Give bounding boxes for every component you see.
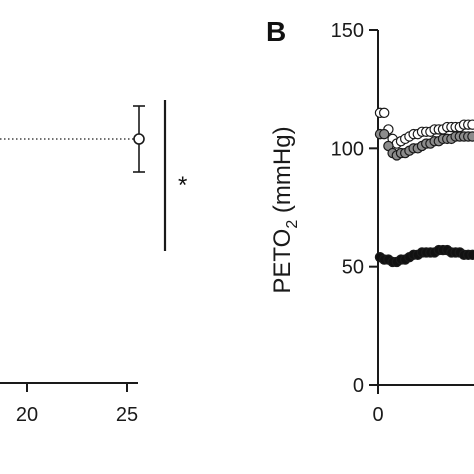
panel-b-series-3-point (467, 249, 474, 261)
panel-a-x-tick-label: 20 (16, 404, 38, 426)
panel-b-x-tick-label: 0 (372, 404, 383, 426)
panel-b-series-2-point (379, 128, 390, 140)
panel-b-y-tick-label: 150 (331, 20, 364, 42)
panel-a-significance-star: * (178, 172, 187, 199)
panel-b-series-1-point (379, 107, 390, 119)
panel-a-points (133, 105, 145, 173)
panel-b-series-1-point (467, 119, 474, 130)
panel-b-y-tick-label: 0 (353, 375, 364, 397)
panel-a-x-tick-label: 25 (116, 404, 138, 426)
panel-b-y-ticks: 0 50 100 150 (331, 20, 378, 397)
panel-b-letter: B (266, 16, 286, 47)
panel-b-series-2-point (467, 131, 474, 142)
panel-b: B PETO2 (mmHg) 0 50 100 150 0 (266, 16, 474, 426)
panel-b-y-tick-label: 50 (342, 257, 364, 279)
panel-b-y-axis-label: PETO2 (mmHg) (269, 126, 301, 293)
panel-b-points (374, 107, 474, 268)
panel-b-y-tick-label: 100 (331, 138, 364, 160)
panel-a: 20 25 * (0, 100, 187, 426)
panel-b-x-ticks: 0 (372, 385, 384, 426)
panel-a-x-ticks: 20 25 (16, 383, 138, 426)
panel-a-data-point (133, 133, 145, 145)
